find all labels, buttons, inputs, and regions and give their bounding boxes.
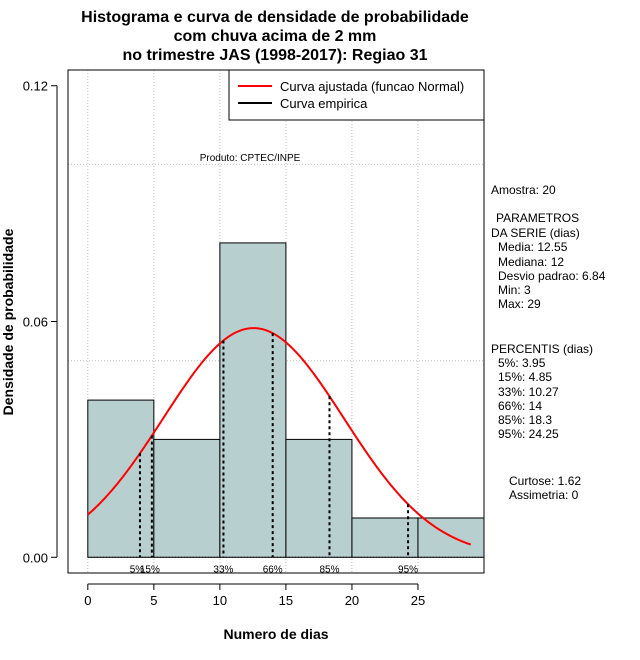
x-axis-title: Numero de dias: [223, 626, 328, 642]
y-tick-label-2: 0.12: [23, 79, 48, 94]
stat-curtose: Curtose: 1.62: [509, 474, 581, 488]
stat-p15: 15%: 4.85: [498, 370, 552, 384]
chart-title-line-3: no trimestre JAS (1998-2017): Regiao 31: [122, 47, 427, 64]
histogram-bar-0: [87, 399, 155, 558]
x-tick-label-1: 5: [150, 593, 157, 608]
stat-p66: 66%: 14: [498, 399, 542, 413]
percentile-layer: 5%15% 33% 66% 85% 95%: [130, 333, 418, 575]
histogram-bar-4: [351, 517, 419, 558]
x-tick-label-2: 10: [213, 593, 227, 608]
stat-p95: 95%: 24.25: [498, 427, 559, 441]
percentile-label-2: 33%: [213, 564, 233, 575]
histogram-bar-5: [417, 517, 485, 558]
chart-title-line-1: Histograma e curva de densidade de proba…: [81, 9, 469, 26]
stat-min: Min: 3: [498, 283, 531, 297]
chart-title-line-2: com chuva acima de 2 mm: [174, 28, 377, 45]
x-tick-label-0: 0: [84, 593, 91, 608]
stats-panel: Amostra: 20 PARAMETROS DA SERIE (dias) M…: [491, 183, 606, 502]
product-label: Produto: CPTEC/INPE: [200, 153, 301, 164]
stat-param-title-1: PARAMETROS: [496, 211, 579, 225]
stat-mediana: Mediana: 12: [498, 255, 564, 269]
legend-box: [228, 69, 485, 121]
bars-layer: [87, 242, 485, 558]
percentile-label-0: 5%: [130, 564, 145, 575]
stat-amostra: Amostra: 20: [491, 183, 556, 197]
y-tick-label-0: 0.00: [23, 550, 48, 565]
y-axis-title: Densidade de probabilidade: [0, 228, 16, 415]
y-axis: 0.00 0.06 0.12: [23, 79, 58, 565]
y-tick-label-1: 0.06: [23, 315, 48, 330]
x-tick-label-4: 20: [345, 593, 359, 608]
percentile-label-1: 15%: [140, 564, 160, 575]
x-tick-label-5: 25: [411, 593, 425, 608]
histogram-bar-2: [219, 242, 287, 558]
stat-p5: 5%: 3.95: [498, 356, 546, 370]
stat-desvio: Desvio padrao: 6.84: [498, 269, 606, 283]
stat-assimetria: Assimetria: 0: [509, 488, 579, 502]
histogram-bar-1: [153, 438, 221, 558]
stat-max: Max: 29: [498, 297, 541, 311]
stat-perc-title: PERCENTIS (dias): [491, 342, 593, 356]
percentile-label-5: 95%: [398, 564, 418, 575]
stat-p33: 33%: 10.27: [498, 385, 559, 399]
histogram-bar-3: [285, 438, 353, 558]
stat-param-title-2: DA SERIE (dias): [491, 226, 580, 240]
x-axis: 0 5 10 15 20 25: [84, 583, 425, 608]
legend-label-normal: Curva ajustada (funcao Normal): [280, 79, 464, 94]
x-tick-label-3: 15: [279, 593, 293, 608]
legend-label-empirical: Curva empirica: [280, 96, 368, 111]
percentile-label-4: 85%: [319, 564, 339, 575]
stat-p85: 85%: 18.3: [498, 413, 552, 427]
stat-media: Media: 12.55: [498, 240, 568, 254]
legend: Curva ajustada (funcao Normal) Curva emp…: [228, 69, 485, 121]
percentile-label-3: 66%: [263, 564, 283, 575]
